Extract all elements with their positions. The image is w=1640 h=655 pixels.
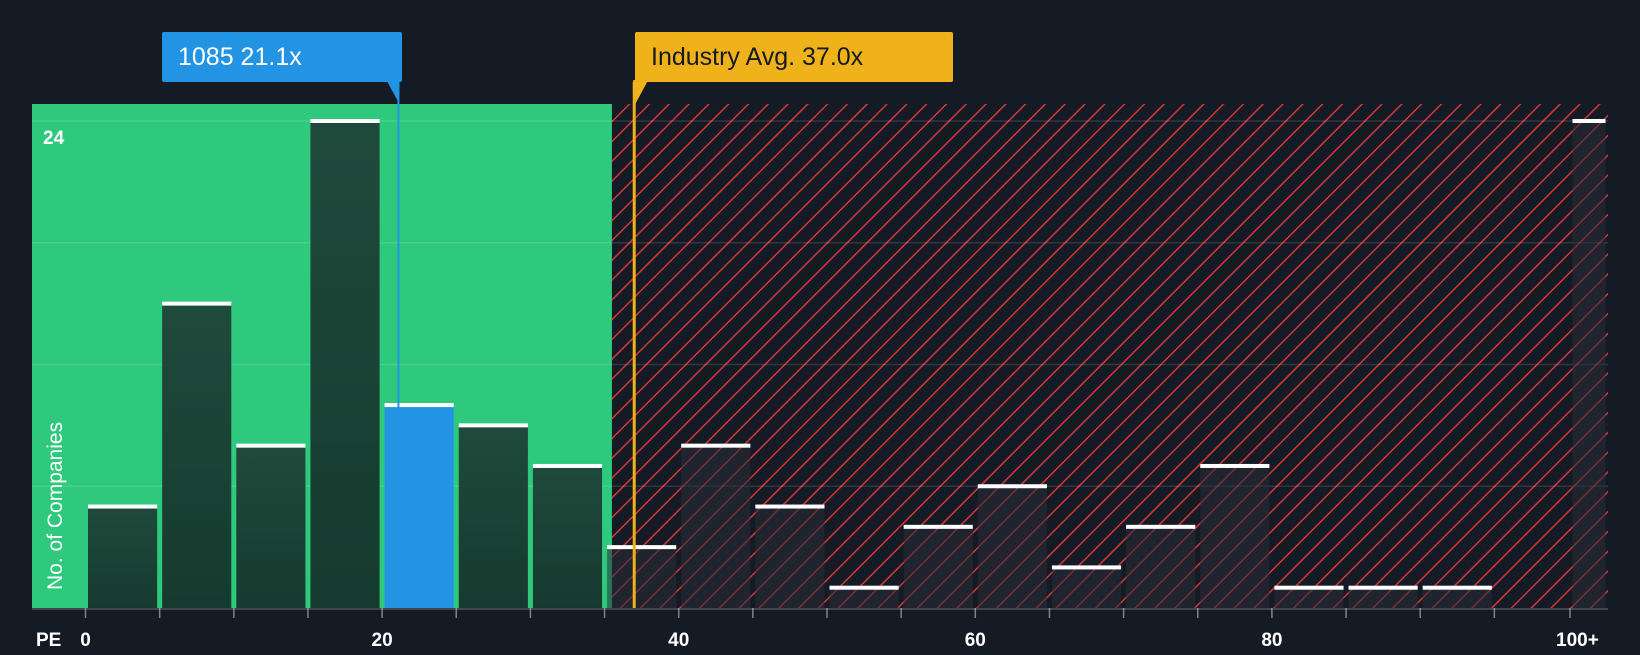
x-tick-label: 0 [80, 630, 91, 650]
histogram-bar-cap [755, 504, 825, 509]
y-axis-label: No. of Companies [44, 422, 67, 590]
company-pe-callout: 1085 21.1x [162, 32, 402, 82]
histogram-bar-cap [310, 119, 380, 123]
industry-callout-pointer [633, 80, 649, 108]
industry-avg-callout: Industry Avg. 37.0x [635, 32, 953, 82]
histogram-bar [755, 506, 825, 608]
histogram-bar-cap [162, 301, 232, 306]
histogram-bar [1572, 121, 1606, 608]
histogram-bar-cap [1348, 585, 1418, 590]
x-tick-label: 100+ [1556, 630, 1599, 650]
histogram-bar [1422, 587, 1492, 608]
histogram-bar [532, 465, 603, 608]
x-axis-label: PE [36, 630, 61, 650]
histogram-bar [681, 445, 751, 608]
histogram-bar [829, 587, 899, 608]
histogram-bar [1126, 526, 1196, 608]
histogram-bar-cap [384, 403, 454, 408]
histogram-bar-cap [903, 524, 973, 529]
histogram-bar [1051, 567, 1122, 608]
histogram-bar-cap [1200, 463, 1270, 468]
histogram-bar-cap [681, 443, 751, 448]
histogram-bar [977, 486, 1047, 608]
x-axis-ticks: 0 20 40 60 80 100+ [80, 608, 1599, 651]
histogram-bar-cap [1126, 524, 1196, 529]
company-callout-pointer [386, 80, 400, 104]
histogram-bar-cap [532, 463, 603, 468]
histogram-bar [1348, 587, 1418, 608]
histogram-bar [607, 547, 677, 608]
histogram-bar-cap [829, 585, 899, 590]
histogram-bar-cap [1274, 585, 1344, 590]
histogram-bar-cap [236, 443, 306, 448]
x-tick-label: 60 [965, 630, 986, 650]
histogram-bar [88, 506, 158, 608]
histogram-bar [236, 445, 306, 608]
x-tick-label: 40 [668, 630, 689, 650]
histogram-bar-cap [88, 504, 158, 509]
histogram-bar [162, 303, 232, 608]
x-tick-label: 20 [372, 630, 393, 650]
histogram-bar-cap [1051, 565, 1122, 570]
histogram-bar-cap [1572, 119, 1606, 123]
histogram-bar-cap [607, 545, 677, 550]
histogram-bar [1274, 587, 1344, 608]
histogram-bar [458, 425, 528, 608]
histogram-bar-cap [977, 484, 1047, 489]
histogram-bar [384, 405, 454, 608]
histogram-bar-cap [1422, 585, 1492, 590]
histogram-bar-cap [458, 423, 528, 428]
x-tick-label: 80 [1261, 630, 1282, 650]
histogram-bar [1200, 465, 1270, 608]
histogram-bar [310, 121, 380, 608]
y-tick-label: 24 [43, 128, 65, 149]
histogram-bar [903, 526, 973, 608]
histogram-bars [88, 119, 1606, 608]
